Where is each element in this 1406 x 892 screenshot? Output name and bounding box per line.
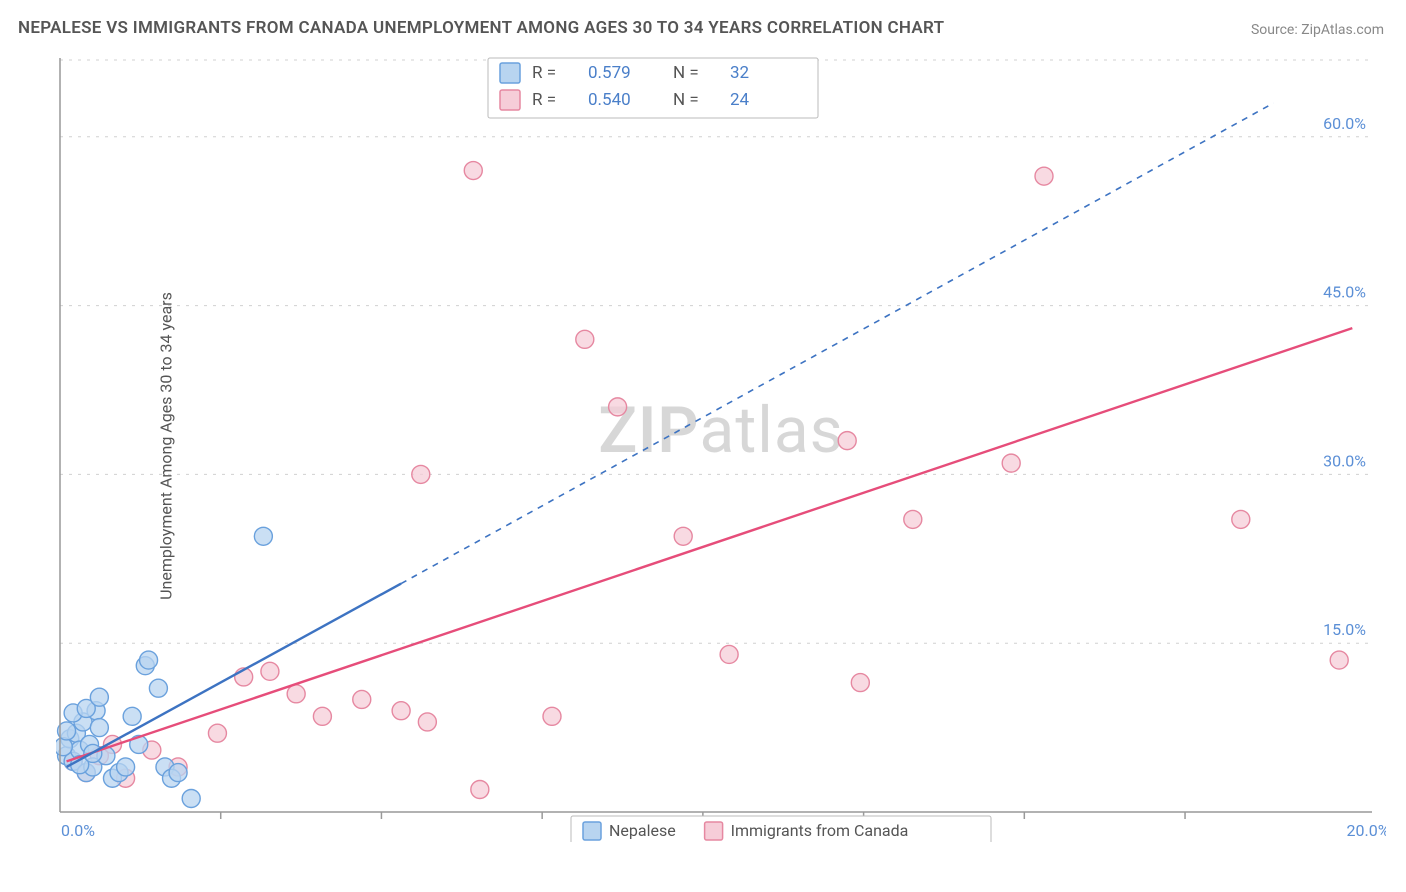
watermark: ZIPatlas bbox=[598, 393, 843, 468]
canada-point bbox=[418, 713, 436, 731]
nepalese-point bbox=[90, 688, 108, 706]
canada-r-value: 0.540 bbox=[588, 90, 631, 110]
canada-point bbox=[313, 707, 331, 725]
canada-point bbox=[904, 510, 922, 528]
nepalese-point bbox=[140, 651, 158, 669]
stats-n-label: N = bbox=[673, 90, 699, 110]
nepalese-point bbox=[56, 738, 72, 756]
canada-point bbox=[674, 527, 692, 545]
stats-r-label: R = bbox=[532, 63, 556, 83]
canada-point bbox=[851, 674, 869, 692]
plot-area: 15.0% 30.0% 45.0% 60.0% ZIPatlas 0.0% 20.0% R =… bbox=[56, 52, 1386, 842]
y-tick-label: 45.0% bbox=[1323, 283, 1366, 302]
nepalese-n-value: 32 bbox=[730, 63, 749, 83]
canada-point bbox=[464, 162, 482, 180]
nepalese-point bbox=[123, 707, 141, 725]
canada-point bbox=[1002, 454, 1020, 472]
x-tick-label: 20.0% bbox=[1347, 821, 1386, 840]
canada-point bbox=[1330, 651, 1348, 669]
canada-point bbox=[208, 724, 226, 742]
canada-point bbox=[287, 685, 305, 703]
nepalese-point bbox=[90, 719, 108, 737]
stats-r-label: R = bbox=[532, 90, 556, 110]
nepalese-swatch bbox=[500, 63, 520, 83]
nepalese-r-value: 0.579 bbox=[588, 63, 631, 83]
stats-n-label: N = bbox=[673, 63, 699, 83]
canada-point bbox=[471, 780, 489, 798]
y-tick-label: 30.0% bbox=[1323, 451, 1366, 470]
nepalese-point bbox=[182, 789, 200, 807]
scatter-chart: 15.0% 30.0% 45.0% 60.0% ZIPatlas 0.0% 20.0% R =… bbox=[56, 52, 1386, 842]
canada-point bbox=[576, 330, 594, 348]
nepalese-legend-swatch bbox=[583, 822, 601, 840]
canada-legend-swatch bbox=[705, 822, 723, 840]
canada-n-value: 24 bbox=[730, 90, 750, 110]
canada-point bbox=[1035, 167, 1053, 185]
nepalese-point bbox=[169, 764, 187, 782]
nepalese-trendline bbox=[67, 584, 402, 767]
nepalese-point bbox=[254, 527, 272, 545]
chart-title: NEPALESE VS IMMIGRANTS FROM CANADA UNEMP… bbox=[18, 18, 944, 38]
canada-point bbox=[609, 398, 627, 416]
nepalese-legend-label: Nepalese bbox=[609, 821, 676, 840]
canada-point bbox=[543, 707, 561, 725]
canada-point bbox=[720, 645, 738, 663]
canada-point bbox=[261, 662, 279, 680]
nepalese-point bbox=[149, 679, 167, 697]
nepalese-point bbox=[117, 758, 135, 776]
source-attribution: Source: ZipAtlas.com bbox=[1251, 22, 1384, 38]
canada-point bbox=[1232, 510, 1250, 528]
nepalese-trendline-extrapolated bbox=[401, 103, 1273, 584]
canada-point bbox=[838, 432, 856, 450]
canada-swatch bbox=[500, 90, 520, 110]
y-tick-label: 15.0% bbox=[1323, 620, 1366, 639]
canada-legend-label: Immigrants from Canada bbox=[731, 821, 909, 840]
y-tick-label: 60.0% bbox=[1323, 114, 1366, 133]
x-tick-label: 0.0% bbox=[61, 821, 95, 840]
canada-point bbox=[412, 465, 430, 483]
canada-point bbox=[392, 702, 410, 720]
canada-point bbox=[353, 690, 371, 708]
